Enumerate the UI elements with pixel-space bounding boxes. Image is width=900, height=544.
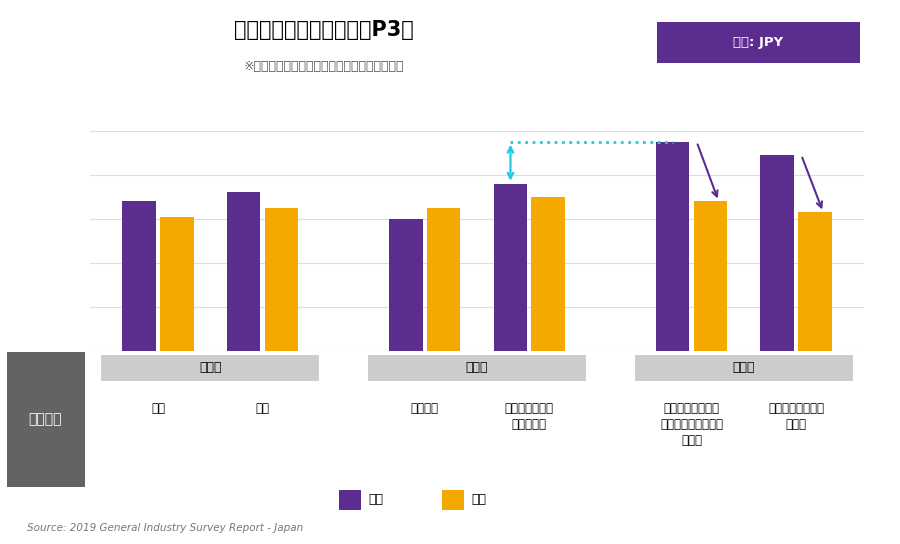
Text: 管理系: 管理系 — [199, 361, 221, 374]
Bar — [442, 490, 464, 510]
Bar — [656, 142, 689, 351]
Text: 営業系: 営業系 — [466, 361, 488, 374]
Bar — [367, 354, 587, 382]
Text: 通貨: JPY: 通貨: JPY — [734, 36, 783, 48]
Text: 日系: 日系 — [472, 493, 487, 506]
Bar — [227, 193, 260, 351]
Bar — [101, 354, 320, 382]
Bar — [760, 155, 794, 351]
Text: Source: 2019 General Industry Survey Report - Japan: Source: 2019 General Industry Survey Rep… — [27, 523, 303, 533]
Text: 外資: 外資 — [369, 493, 383, 506]
Text: 専門分野: 専門分野 — [28, 412, 62, 426]
Text: データエンジニア
リング: データエンジニア リング — [768, 402, 824, 431]
Text: ※マネージャーとほぼ同等の責任を持つ専門職: ※マネージャーとほぼ同等の責任を持つ専門職 — [244, 60, 404, 73]
Text: 人事: 人事 — [256, 402, 270, 415]
Text: システム・ソフト
ウェア・エンジニア
リング: システム・ソフト ウェア・エンジニア リング — [660, 402, 723, 447]
Bar — [389, 219, 423, 351]
Bar — [634, 354, 853, 382]
Bar — [7, 352, 85, 487]
Text: セールス: セールス — [410, 402, 438, 415]
Text: 会計: 会計 — [151, 402, 165, 415]
Bar — [531, 197, 565, 351]
Bar — [265, 208, 298, 351]
Bar — [160, 217, 194, 351]
Bar — [122, 201, 156, 351]
Bar — [494, 184, 527, 351]
Bar — [339, 490, 361, 510]
Text: 職種別実績年収の比較（P3）: 職種別実績年収の比較（P3） — [234, 21, 414, 40]
Bar — [694, 201, 727, 351]
Text: アカウント／取
引関係管理: アカウント／取 引関係管理 — [505, 402, 554, 431]
Bar — [798, 212, 832, 351]
Text: 技術系: 技術系 — [733, 361, 755, 374]
Bar — [427, 208, 460, 351]
